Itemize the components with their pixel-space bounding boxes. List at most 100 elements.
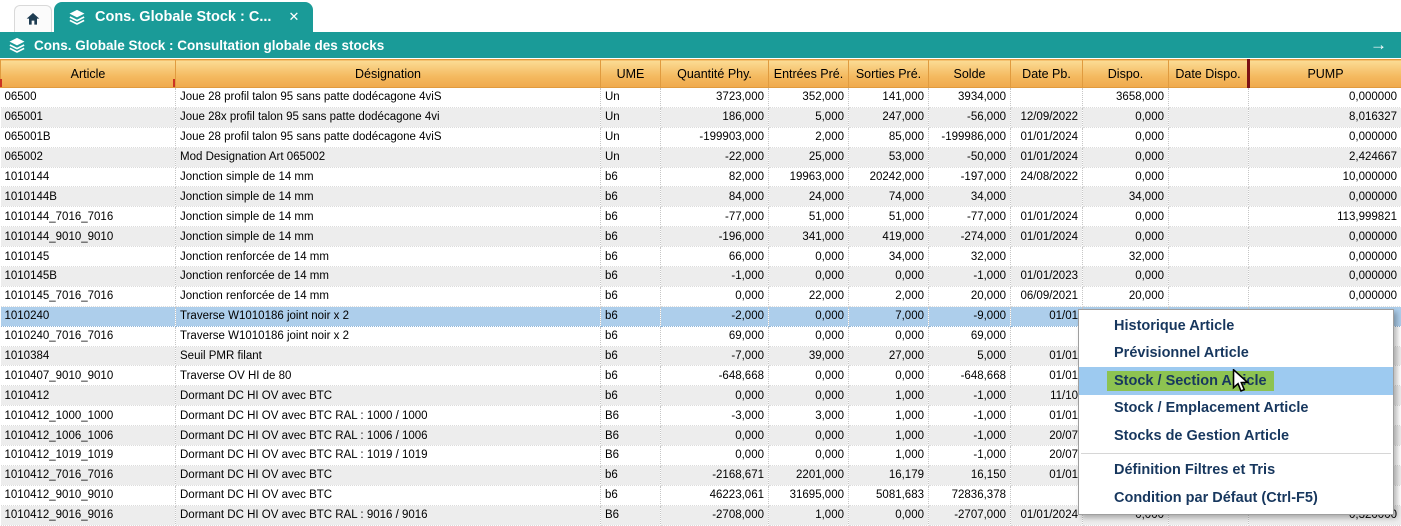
table-row[interactable]: 065002Mod Designation Art 065002Un-22,00… [1,147,1401,167]
tab-cons-globale-stock[interactable]: Cons. Globale Stock : C... ✕ [54,2,313,32]
table-cell: 0,000 [661,386,769,406]
table-cell: 53,000 [849,147,929,167]
table-cell: 5081,683 [849,485,929,505]
column-header-d-signation[interactable]: Désignation [176,60,601,88]
table-cell: 34,000 [929,187,1011,207]
table-cell: b6 [601,465,661,485]
table-cell: 0,000000 [1249,286,1401,306]
table-cell: 5,000 [929,346,1011,366]
table-row[interactable]: 06500Joue 28 profil talon 95 sans patte … [1,88,1401,108]
table-cell: 0,000 [769,267,849,287]
table-cell: 0,000 [769,386,849,406]
table-cell [1169,267,1249,287]
table-row[interactable]: 1010144_9010_9010Jonction simple de 14 m… [1,227,1401,247]
table-cell: Traverse W1010186 joint noir x 2 [176,306,601,326]
table-cell [1011,326,1083,346]
context-menu-item-condition-par-d-faut-ctrl-f5-[interactable]: Condition par Défaut (Ctrl-F5) [1079,484,1393,512]
column-header-pump[interactable]: PUMP [1249,60,1401,88]
table-cell: b6 [601,286,661,306]
table-cell: 0,000 [769,446,849,466]
table-cell: -3,000 [661,406,769,426]
table-cell: B6 [601,505,661,525]
table-cell: 1010412_1000_1000 [1,406,176,426]
context-menu-item-pr-visionnel-article[interactable]: Prévisionnel Article [1079,340,1393,368]
tab-close-icon[interactable]: ✕ [288,9,299,25]
table-cell: 0,000 [849,505,929,525]
table-cell: 141,000 [849,88,929,108]
table-cell: 01/01 [1011,465,1083,485]
home-icon [25,11,41,27]
table-cell: 0,000 [1083,147,1169,167]
table-cell: Dormant DC HI OV avec BTC RAL : 1019 / 1… [176,446,601,466]
table-row[interactable]: 1010145Jonction renforcée de 14 mmb666,0… [1,247,1401,267]
table-header-row: ArticleDésignationUMEQuantité Phy.Entrée… [1,60,1401,88]
table-cell: Dormant DC HI OV avec BTC RAL : 1006 / 1… [176,426,601,446]
table-cell: 01/01/2024 [1011,505,1083,525]
table-cell: -274,000 [929,227,1011,247]
table-cell: 01/01 [1011,306,1083,326]
table-cell: 3658,000 [1083,88,1169,108]
table-row[interactable]: 1010145BJonction renforcée de 14 mmb6-1,… [1,267,1401,287]
table-cell: 0,000 [1083,207,1169,227]
table-cell: Joue 28x profil talon 95 sans patte dodé… [176,107,601,127]
table-row[interactable]: 1010145_7016_7016Jonction renforcée de 1… [1,286,1401,306]
page-title: Cons. Globale Stock : Consultation globa… [34,38,1370,53]
table-cell: 0,000000 [1249,227,1401,247]
table-cell: b6 [601,247,661,267]
column-header-date-dispo-[interactable]: Date Dispo. [1169,60,1249,88]
table-cell: 1,000 [849,386,929,406]
table-cell: 20,000 [929,286,1011,306]
tab-home[interactable] [14,5,52,32]
column-header-sorties-pr-[interactable]: Sorties Pré. [849,60,929,88]
table-cell: 39,000 [769,346,849,366]
table-cell: Jonction simple de 14 mm [176,227,601,247]
table-cell: b6 [601,267,661,287]
table-cell: 82,000 [661,167,769,187]
table-cell [1011,247,1083,267]
table-cell: 2201,000 [769,465,849,485]
table-row[interactable]: 065001Joue 28x profil talon 95 sans patt… [1,107,1401,127]
context-menu-item-historique-article[interactable]: Historique Article [1079,312,1393,340]
table-cell: 32,000 [1083,247,1169,267]
context-menu-item-stock-emplacement-article[interactable]: Stock / Emplacement Article [1079,395,1393,423]
table-row[interactable]: 065001BJoue 28 profil talon 95 sans patt… [1,127,1401,147]
table-cell: Un [601,88,661,108]
table-cell: b6 [601,167,661,187]
column-header-date-pb-[interactable]: Date Pb. [1011,60,1083,88]
table-cell: -199986,000 [929,127,1011,147]
column-header-ume[interactable]: UME [601,60,661,88]
table-cell: 1010144_9010_9010 [1,227,176,247]
table-cell: 0,000 [849,267,929,287]
table-cell: 113,999821 [1249,207,1401,227]
column-header-dispo-[interactable]: Dispo. [1083,60,1169,88]
table-cell [1169,286,1249,306]
table-cell: Traverse W1010186 joint noir x 2 [176,326,601,346]
column-header-article[interactable]: Article [1,60,176,88]
table-row[interactable]: 1010144BJonction simple de 14 mmb684,000… [1,187,1401,207]
table-cell [1169,227,1249,247]
table-cell: 0,000 [769,366,849,386]
column-header-solde[interactable]: Solde [929,60,1011,88]
table-cell: 1010412_1019_1019 [1,446,176,466]
table-cell: 0,000 [1083,227,1169,247]
column-header-entr-es-pr-[interactable]: Entrées Pré. [769,60,849,88]
table-cell: 0,000 [1083,267,1169,287]
table-cell: -7,000 [661,346,769,366]
table-cell: 0,000 [661,426,769,446]
table-cell [1169,187,1249,207]
table-cell: 065002 [1,147,176,167]
table-cell [1011,88,1083,108]
table-cell: -648,668 [661,366,769,386]
forward-arrow-icon[interactable]: → [1370,35,1387,55]
table-row[interactable]: 1010144_7016_7016Jonction simple de 14 m… [1,207,1401,227]
column-header-quantit-phy-[interactable]: Quantité Phy. [661,60,769,88]
table-cell: 1,000 [849,426,929,446]
context-menu-item-stocks-de-gestion-article[interactable]: Stocks de Gestion Article [1079,422,1393,450]
table-cell: b6 [601,346,661,366]
table-row[interactable]: 1010144Jonction simple de 14 mmb682,0001… [1,167,1401,187]
context-menu-item-d-finition-filtres-et-tris[interactable]: Définition Filtres et Tris [1079,457,1393,485]
table-cell: 341,000 [769,227,849,247]
table-cell: 186,000 [661,107,769,127]
table-cell: 8,016327 [1249,107,1401,127]
title-bar: Cons. Globale Stock : Consultation globa… [0,32,1401,58]
